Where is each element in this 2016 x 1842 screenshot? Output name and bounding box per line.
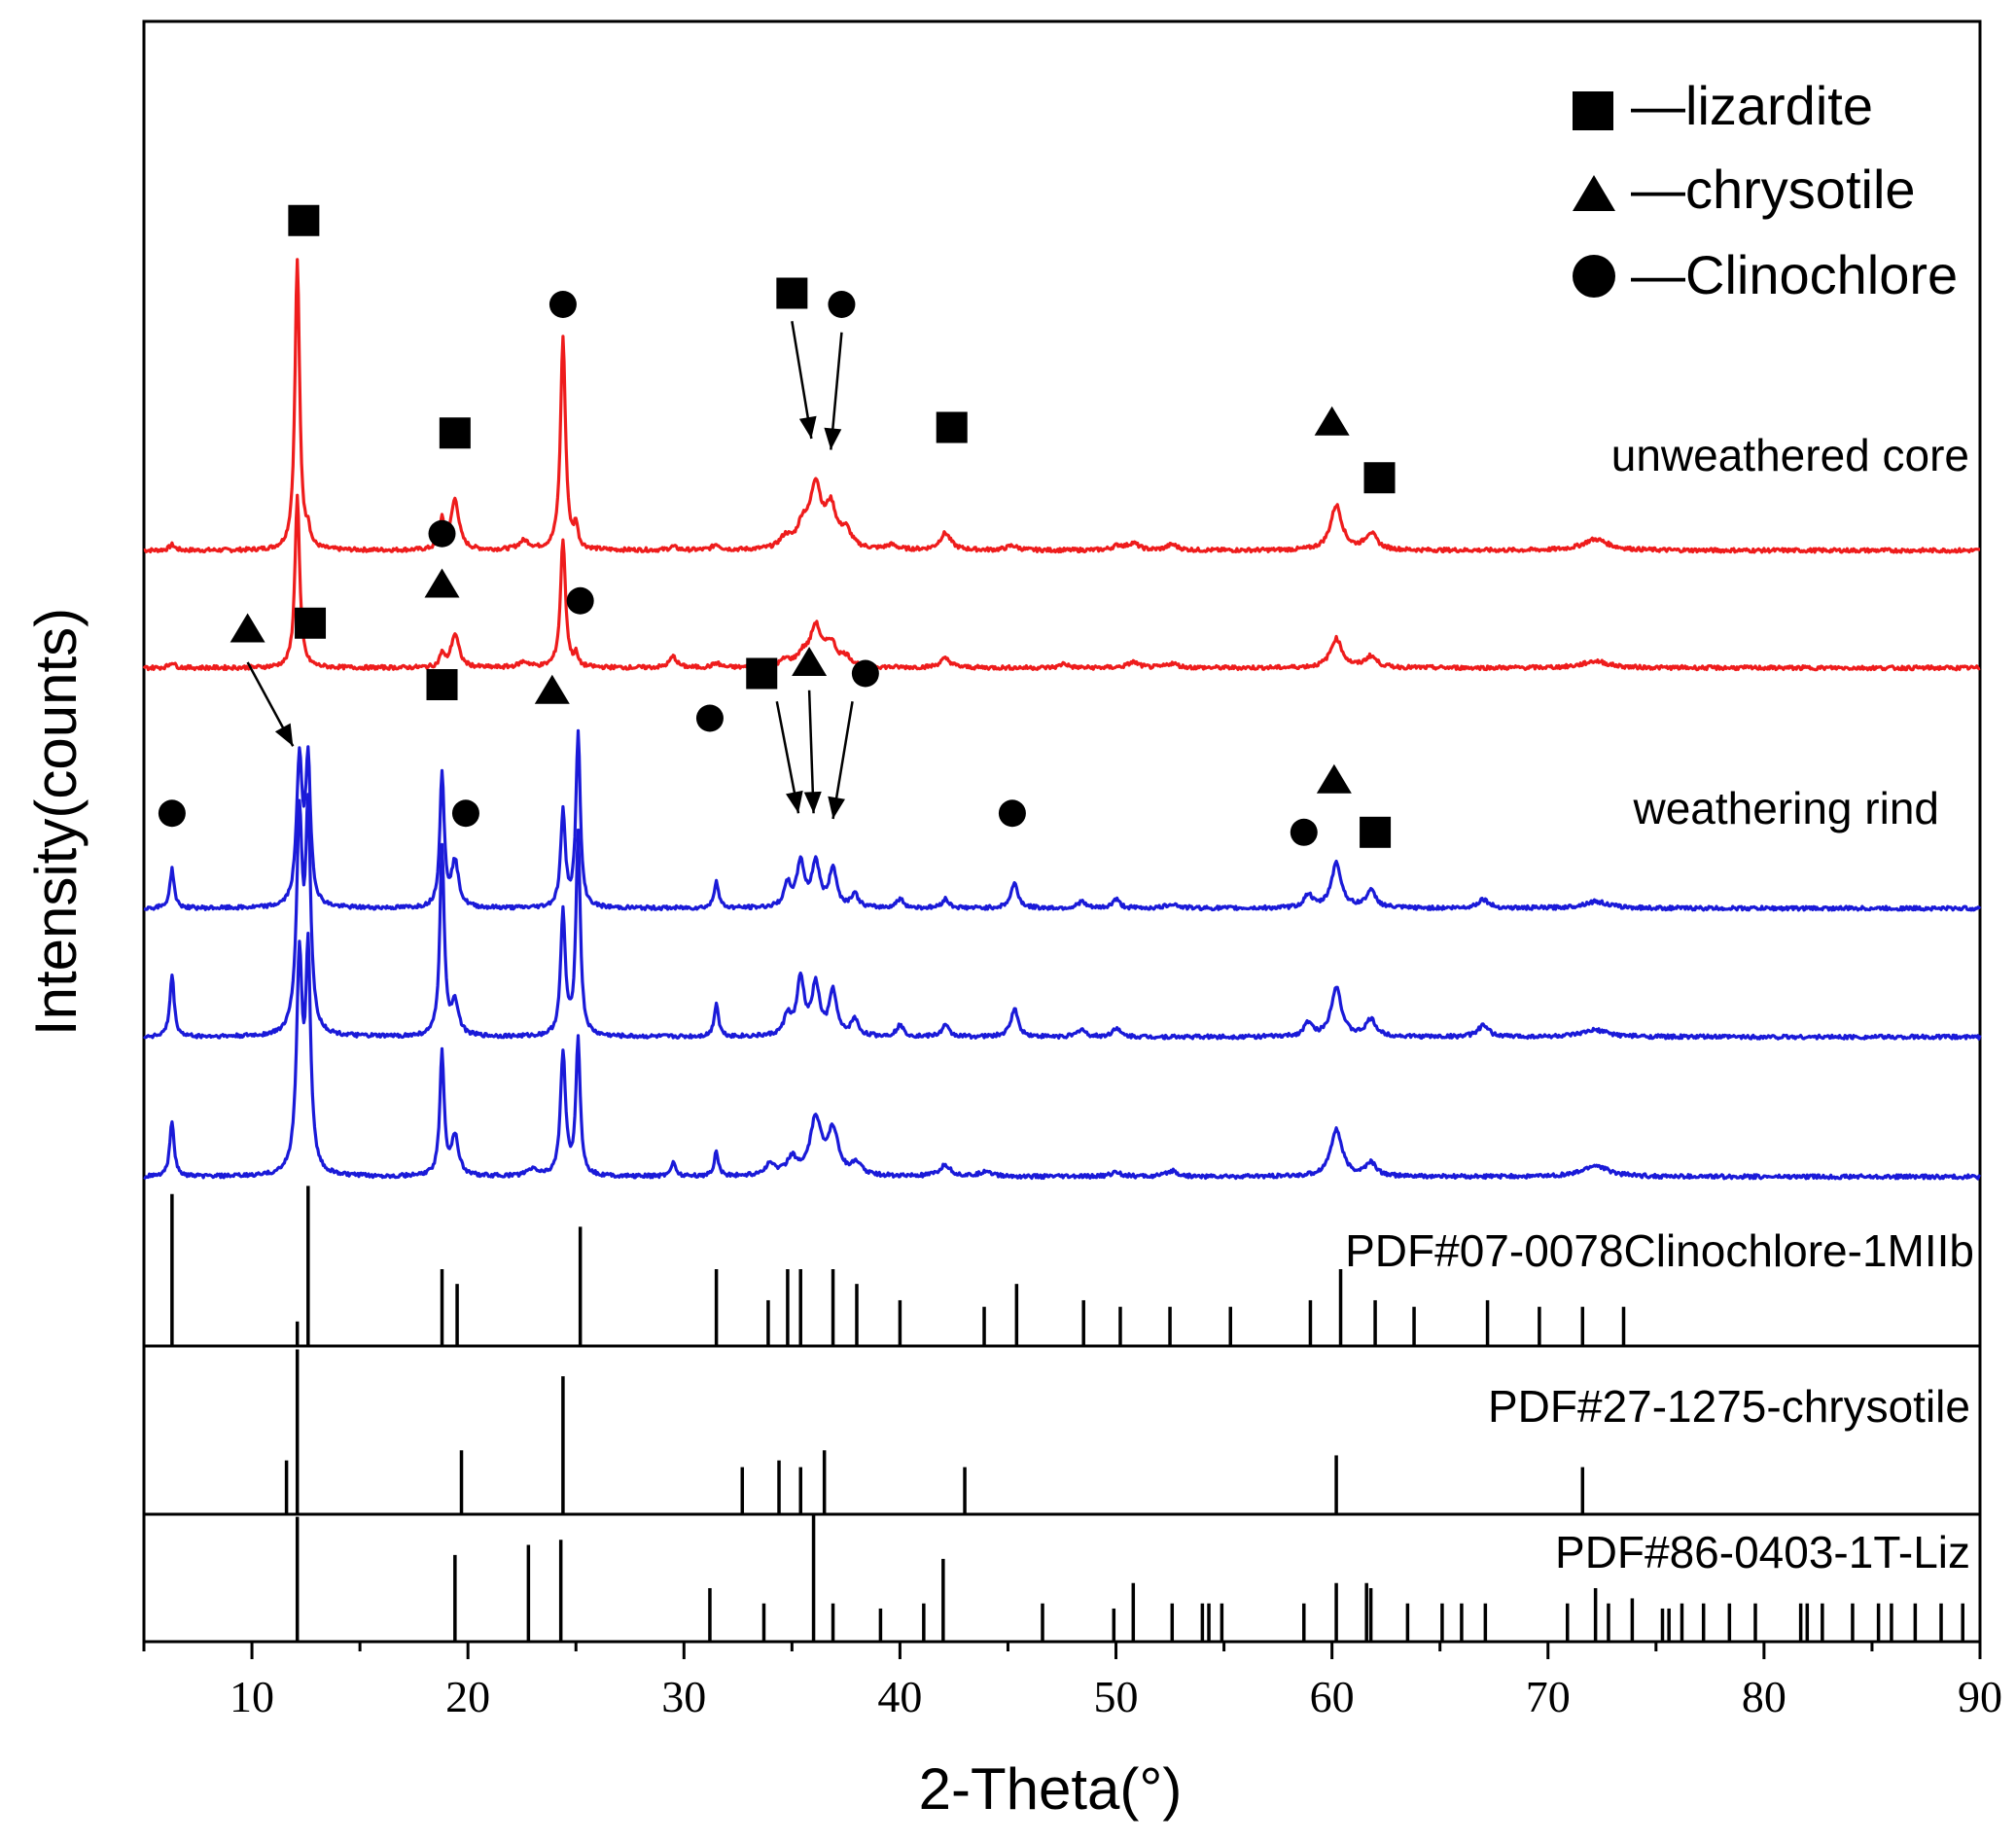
legend-label-lizardite: —lizardite (1631, 75, 1873, 136)
xrd-trace-unweathered-2 (142, 493, 1981, 672)
clinochlore-circle-marker (548, 291, 577, 318)
peak-arrow-head (274, 723, 294, 747)
clinochlore-circle-marker (158, 799, 186, 828)
lizardite-square-marker (1363, 462, 1396, 494)
reference-patterns (170, 1186, 1964, 1642)
xrd-trace-rind-1 (143, 728, 1982, 912)
chrysotile-triangle-marker (230, 613, 265, 643)
sample-label-weathering-rind: weathering rind (1632, 783, 1939, 833)
lizardite-square-marker (439, 417, 471, 449)
legend: —lizardite —chrysotile —Clinochlore (1573, 75, 1958, 305)
x-tick-label: 20 (445, 1672, 490, 1721)
plot-frame (142, 19, 1982, 1644)
x-tick-label: 80 (1742, 1672, 1786, 1721)
xrd-trace-rind-3 (143, 932, 1982, 1181)
clinochlore-circle-marker (428, 519, 456, 548)
chrysotile-triangle-marker (1316, 763, 1352, 794)
clinochlore-circle-marker (828, 291, 856, 318)
chrysotile-triangle-marker (1314, 406, 1350, 436)
clinochlore-circle-marker (998, 799, 1026, 828)
clinochlore-circle-marker (451, 799, 479, 828)
chrysotile-triangle-marker (792, 647, 828, 676)
peak-arrow-head (824, 427, 842, 450)
clinochlore-circle-marker (695, 704, 724, 732)
lizardite-square-marker (295, 607, 327, 639)
xrd-trace-rind-2 (142, 793, 1982, 1041)
lizardite-square-marker (936, 411, 968, 443)
lizardite-square-marker (288, 204, 320, 236)
reference-label-clinochlore: PDF#07-0078Clinochlore-1MIIb (1345, 1225, 1974, 1276)
peak-arrow-head (803, 791, 822, 814)
sample-label-unweathered-core: unweathered core (1611, 430, 1969, 480)
peak-arrow-head (786, 790, 803, 814)
lizardite-square-marker (1360, 816, 1392, 848)
legend-label-chrysotile: —chrysotile (1631, 159, 1916, 220)
clinochlore-circle-marker (566, 586, 594, 615)
xrd-traces (142, 258, 1982, 1181)
x-tick-label: 30 (661, 1672, 706, 1721)
x-tick-label: 50 (1094, 1672, 1139, 1721)
legend-triangle-icon (1573, 175, 1615, 211)
x-tick-label: 90 (1958, 1672, 2002, 1721)
lizardite-square-marker (746, 657, 778, 690)
y-axis-title: Intensity(counts) (23, 608, 88, 1036)
x-axis-title: 2-Theta(°) (919, 1756, 1183, 1822)
x-tick-label: 70 (1526, 1672, 1571, 1721)
clinochlore-circle-marker (851, 659, 879, 688)
x-tick-label: 40 (877, 1672, 922, 1721)
reference-label-chrysotile: PDF#27-1275-chrysotile (1488, 1381, 1970, 1432)
x-axis-ticks: 10 20 30 40 50 60 70 80 90 (142, 1642, 2002, 1721)
reference-label-lizardite: PDF#86-0403-1T-Liz (1555, 1527, 1970, 1577)
peak-arrow-head (828, 796, 845, 819)
legend-square-icon (1573, 91, 1613, 130)
x-tick-label: 60 (1310, 1672, 1355, 1721)
chrysotile-triangle-marker (534, 674, 570, 704)
x-tick-label: 10 (230, 1672, 274, 1721)
peak-markers (158, 204, 1396, 848)
chrysotile-triangle-marker (424, 568, 460, 598)
lizardite-square-marker (426, 669, 458, 700)
lizardite-square-marker (776, 277, 808, 309)
legend-label-clinochlore: —Clinochlore (1631, 244, 1958, 305)
legend-circle-icon (1573, 255, 1615, 298)
peak-arrow-head (798, 415, 817, 439)
clinochlore-circle-marker (1290, 818, 1318, 846)
